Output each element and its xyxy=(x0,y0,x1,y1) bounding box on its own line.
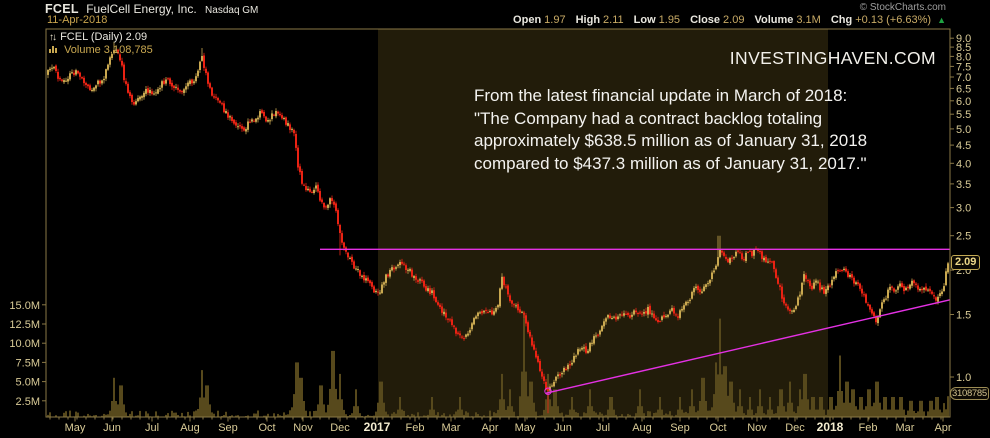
svg-text:7.5: 7.5 xyxy=(956,61,971,73)
svg-text:Sep: Sep xyxy=(670,422,690,434)
svg-text:15.0M: 15.0M xyxy=(9,300,40,312)
svg-text:Aug: Aug xyxy=(180,422,200,434)
quote-field-volume: Volume 3.1M xyxy=(754,14,821,26)
svg-text:May: May xyxy=(65,422,86,434)
svg-text:Jun: Jun xyxy=(554,422,572,434)
volume-bars xyxy=(47,312,949,417)
svg-text:Aug: Aug xyxy=(632,422,652,434)
svg-text:12.5M: 12.5M xyxy=(9,319,40,331)
ticker-symbol: FCEL xyxy=(45,2,79,16)
svg-text:Mar: Mar xyxy=(896,422,915,434)
svg-text:Dec: Dec xyxy=(330,422,350,434)
svg-text:Feb: Feb xyxy=(859,422,878,434)
svg-text:Nov: Nov xyxy=(747,422,767,434)
svg-text:5.5: 5.5 xyxy=(956,109,971,121)
svg-text:Dec: Dec xyxy=(785,422,805,434)
svg-text:1.5: 1.5 xyxy=(956,310,971,322)
annotation-line: compared to $437.3 million as of January… xyxy=(474,153,867,173)
svg-text:Jul: Jul xyxy=(145,422,159,434)
legend-price-label: FCEL (Daily) 2.09 xyxy=(60,31,148,43)
svg-text:Feb: Feb xyxy=(406,422,425,434)
candles-overlay-icon: ↑↓ xyxy=(49,32,57,43)
svg-text:7.0: 7.0 xyxy=(956,72,971,84)
quote-field-open: Open 1.97 xyxy=(513,14,566,26)
svg-text:6.0: 6.0 xyxy=(956,96,971,108)
svg-text:Apr: Apr xyxy=(934,422,951,434)
svg-text:3.5: 3.5 xyxy=(956,179,971,191)
volume-bars-icon xyxy=(49,44,58,57)
svg-text:Jun: Jun xyxy=(103,422,121,434)
svg-text:Jul: Jul xyxy=(596,422,610,434)
svg-text:Sep: Sep xyxy=(218,422,238,434)
svg-text:9.0: 9.0 xyxy=(956,33,971,45)
quote-field-chg: Chg +0.13 (+6.63%) xyxy=(830,14,932,26)
svg-text:Nov: Nov xyxy=(293,422,313,434)
candlesticks xyxy=(47,41,949,414)
quote-field-low: Low 1.95 xyxy=(633,14,681,26)
company-name: FuelCell Energy, Inc. xyxy=(86,2,197,16)
change-up-arrow-icon: ▲ xyxy=(937,15,946,25)
svg-text:2018: 2018 xyxy=(817,420,844,434)
svg-text:1.0: 1.0 xyxy=(956,372,971,384)
trendlines xyxy=(320,248,951,395)
chart-title: FCEL FuelCell Energy, Inc. Nasdaq GM xyxy=(45,2,258,16)
annotation-line: "The Company had a contract backlog tota… xyxy=(474,108,823,128)
axes: 9.08.58.07.57.06.56.05.5 5.0 4.5 4.0 3.5 3.0 2… xyxy=(9,28,971,434)
svg-text:3.0: 3.0 xyxy=(956,203,971,215)
legend-volume-label: Volume 3,108,785 xyxy=(64,44,153,56)
annotation-line: approximately $638.5 million as of Janua… xyxy=(474,131,868,150)
svg-text:8.0: 8.0 xyxy=(956,51,971,63)
svg-text:5.0M: 5.0M xyxy=(16,377,40,389)
copyright-label: © StockCharts.com xyxy=(859,2,946,13)
last-volume-tag: 3108785 xyxy=(950,387,989,400)
svg-text:6.5: 6.5 xyxy=(956,83,971,95)
svg-text:4.5: 4.5 xyxy=(956,140,971,152)
svg-text:Oct: Oct xyxy=(258,422,275,434)
chart-date: 11-Apr-2018 xyxy=(47,14,108,26)
year-band-2017 xyxy=(378,29,828,417)
svg-text:7.5M: 7.5M xyxy=(16,357,40,369)
svg-text:2.5: 2.5 xyxy=(956,231,971,243)
svg-text:Mar: Mar xyxy=(442,422,461,434)
legend-volume-row: Volume 3,108,785 xyxy=(49,44,153,57)
svg-text:May: May xyxy=(515,422,536,434)
svg-text:5.0: 5.0 xyxy=(956,124,971,136)
annotation-text: From the latest financial update in Marc… xyxy=(474,85,960,175)
last-price-tag: 2.09 xyxy=(951,255,981,270)
quote-field-close: Close 2.09 xyxy=(690,14,745,26)
annotation-line: From the latest financial update in Marc… xyxy=(474,86,848,105)
svg-text:8.5: 8.5 xyxy=(956,42,971,54)
svg-text:2017: 2017 xyxy=(364,420,391,434)
svg-text:Apr: Apr xyxy=(481,422,498,434)
svg-text:4.0: 4.0 xyxy=(956,158,971,170)
quote-row: Open 1.97 High 2.11 Low 1.95 Close 2.09 Volume 3.… xyxy=(513,14,946,26)
legend-price-row: ↑↓ FCEL (Daily) 2.09 xyxy=(49,31,153,44)
svg-text:2.5M: 2.5M xyxy=(16,396,40,408)
investinghaven-watermark: INVESTINGHAVEN.COM xyxy=(729,48,936,68)
quote-field-high: High 2.11 xyxy=(575,14,624,26)
exchange-label: Nasdaq GM xyxy=(205,5,259,16)
chart-legend: ↑↓ FCEL (Daily) 2.09 Volume 3,108,785 xyxy=(49,31,153,57)
svg-text:Oct: Oct xyxy=(709,422,726,434)
svg-text:10.0M: 10.0M xyxy=(9,338,40,350)
